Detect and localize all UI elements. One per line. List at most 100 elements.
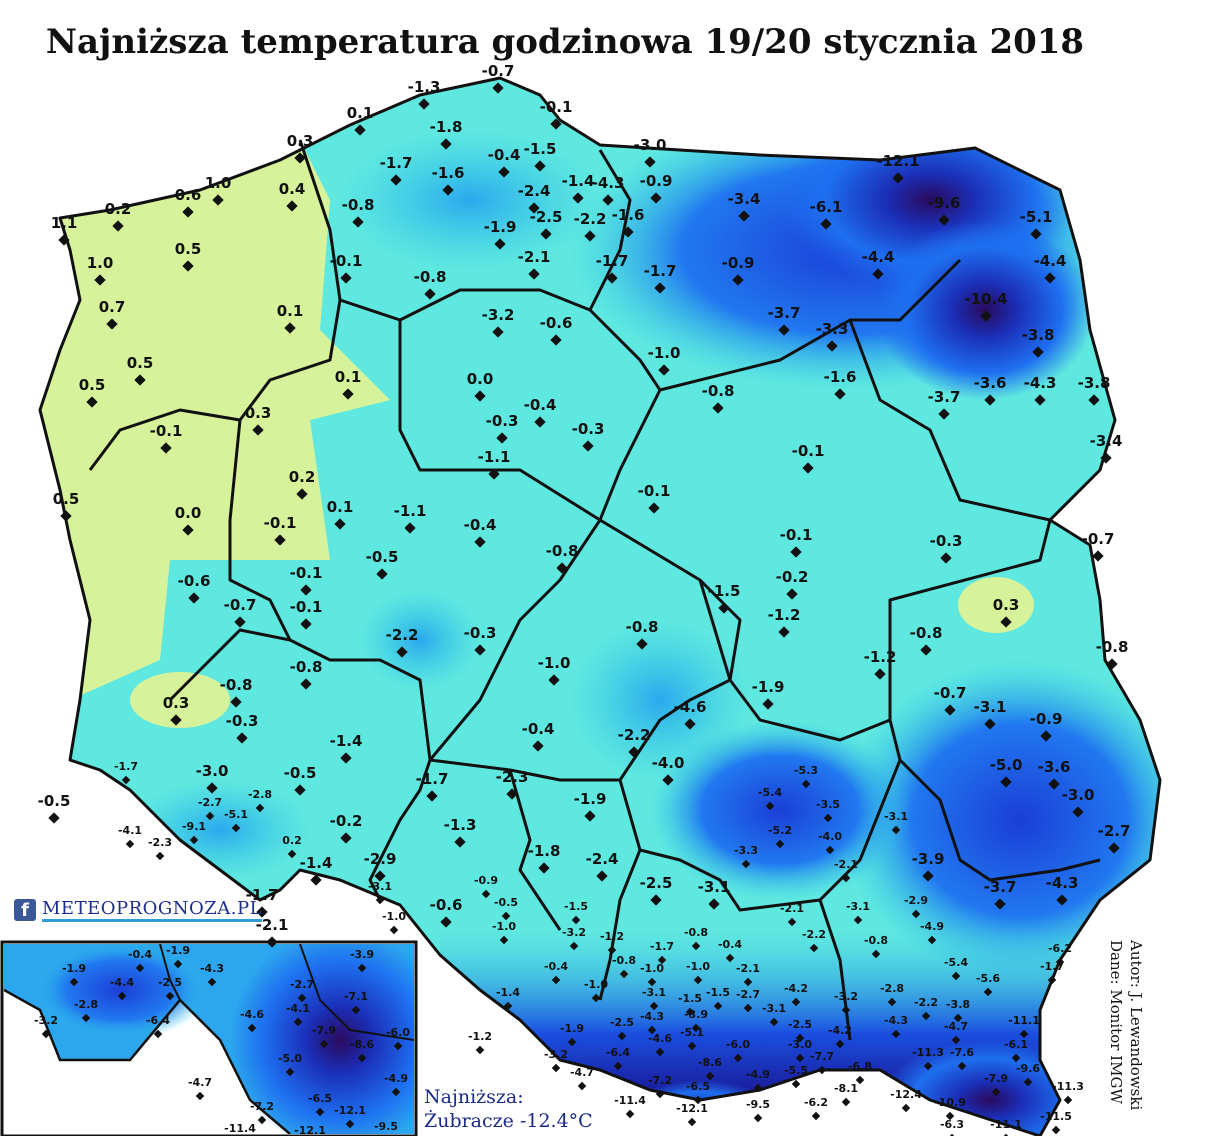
station-temperature: -3.7 (984, 878, 1017, 896)
station-small_stations-29: -1.5 (564, 900, 588, 925)
station-small_stations-14: -3.1 (884, 810, 908, 835)
station-stations-92: -0.8 (1096, 638, 1128, 670)
station-temperature: -6.1 (810, 198, 843, 216)
station-stations-68: -0.1 (638, 482, 670, 514)
station-stations-120: -2.4 (586, 850, 619, 882)
station-small_stations-18: -2.9 (904, 894, 928, 919)
station-marker (1108, 842, 1120, 854)
station-marker (607, 945, 617, 955)
station-marker (503, 1001, 513, 1011)
station-marker (765, 801, 775, 811)
station-small_stations-50: -1.5 (706, 986, 730, 1011)
station-stations-98: -0.7 (934, 684, 966, 716)
station-stations-112: -1.7 (416, 770, 448, 802)
station-temperature: -12.1 (334, 1104, 366, 1117)
station-marker (393, 1041, 403, 1051)
station-small_stations-27: -0.5 (494, 896, 518, 921)
station-temperature: -3.8 (946, 998, 970, 1011)
station-stations-48: 0.5 (127, 354, 153, 386)
station-stations-70: 0.1 (327, 498, 353, 530)
station-temperature: -1.7 (114, 760, 138, 773)
station-marker (494, 238, 506, 250)
station-temperature: -11.4 (224, 1122, 256, 1135)
station-temperature: -2.8 (248, 788, 272, 801)
station-inset_stations-24: -11.4 (224, 1122, 256, 1135)
station-temperature: -0.8 (546, 542, 579, 560)
station-marker (297, 993, 307, 1003)
station-stations-64: -3.4 (1090, 432, 1122, 464)
station-stations-42: -10.4 (964, 290, 1008, 322)
station-stations-88: -0.8 (626, 618, 658, 650)
station-stations-131: -0.5 (38, 792, 70, 824)
station-temperature: -5.5 (784, 1064, 808, 1077)
station-temperature: -4.2 (784, 982, 808, 995)
station-temperature: -0.3 (572, 420, 605, 438)
station-small_stations-73: -11.3 (912, 1046, 944, 1071)
station-marker (871, 949, 881, 959)
station-marker (1030, 228, 1042, 240)
station-small_stations-39: -1.0 (640, 962, 664, 987)
station-small_stations-67: -3.0 (788, 1038, 812, 1063)
station-marker (206, 782, 218, 794)
station-marker (951, 1035, 961, 1045)
station-stations-83: -1.5 (708, 582, 740, 614)
station-marker (134, 374, 146, 386)
station-stations-45: -3.7 (768, 304, 800, 336)
station-stations-56: -3.8 (1078, 374, 1110, 406)
station-marker (625, 1109, 635, 1119)
station-temperature: 0.2 (289, 468, 316, 486)
station-stations-85: -0.7 (224, 596, 256, 628)
station-temperature: -0.8 (220, 676, 253, 694)
station-marker (684, 718, 696, 730)
station-stations-52: 0.0 (467, 370, 493, 402)
station-marker (853, 915, 863, 925)
station-marker (957, 1061, 967, 1071)
station-temperature: -1.5 (678, 992, 702, 1005)
station-marker (1051, 1125, 1061, 1135)
station-temperature: -4.6 (648, 1032, 672, 1045)
station-temperature: 0.0 (175, 504, 202, 522)
station-marker (475, 1045, 485, 1055)
station-temperature: -0.4 (718, 938, 742, 951)
credits: Autor: J. Lewandowski Dane: Monitor IMGW (1106, 940, 1146, 1110)
station-marker (687, 1117, 697, 1127)
station-stations-16: -4.3 (592, 174, 624, 206)
station-temperature: -4.1 (118, 824, 142, 837)
station-small_stations-55: -4.7 (944, 1020, 968, 1045)
station-marker (602, 194, 614, 206)
station-temperature: -1.6 (432, 164, 465, 182)
station-stations-44: -0.6 (540, 314, 572, 346)
station-marker (294, 152, 306, 164)
station-temperature: -1.1 (478, 448, 511, 466)
station-small_stations-42: -1.0 (584, 978, 608, 1003)
station-marker (617, 1031, 627, 1041)
station-stations-47: -3.8 (1022, 326, 1054, 358)
station-small_stations-12: -4.0 (818, 830, 842, 855)
station-marker (528, 202, 540, 214)
station-temperature: -2.1 (780, 902, 804, 915)
station-marker (622, 226, 634, 238)
station-temperature: -1.3 (408, 78, 441, 96)
station-marker (352, 216, 364, 228)
station-stations-55: -4.3 (1024, 374, 1056, 406)
station-marker (48, 812, 60, 824)
station-temperature: -0.1 (290, 598, 323, 616)
station-marker (1000, 776, 1012, 788)
station-marker (1032, 346, 1044, 358)
station-temperature: 0.3 (287, 132, 314, 150)
station-marker (619, 969, 629, 979)
station-temperature: -4.4 (862, 248, 895, 266)
station-marker (357, 963, 367, 973)
station-stations-65: -0.1 (792, 442, 824, 474)
station-marker (582, 440, 594, 452)
station-stations-24: 0.6 (175, 186, 201, 218)
station-temperature: -0.1 (290, 564, 323, 582)
station-marker (424, 288, 436, 300)
station-temperature: -2.4 (586, 850, 619, 868)
station-marker (170, 714, 182, 726)
station-temperature: -3.0 (788, 1038, 812, 1051)
station-small_stations-19: -4.9 (920, 920, 944, 945)
facebook-icon[interactable]: f (14, 899, 36, 921)
station-marker (556, 562, 568, 574)
station-small_stations-57: -1.2 (468, 1030, 492, 1055)
